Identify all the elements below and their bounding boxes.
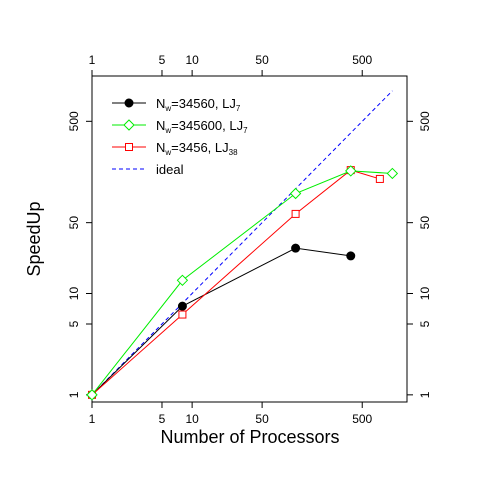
x-tick-label-bottom: 10 xyxy=(185,412,199,426)
legend-swatch-marker xyxy=(124,98,134,108)
data-point xyxy=(375,174,384,183)
data-point xyxy=(291,209,300,218)
x-tick-label-top: 50 xyxy=(255,53,269,67)
series-line xyxy=(91,90,393,396)
legend-entry: Nw=345600, LJ7 xyxy=(112,118,248,135)
y-tick-label-right: 10 xyxy=(418,287,432,301)
x-tick-label-bottom: 1 xyxy=(89,412,96,426)
data-point xyxy=(176,274,189,286)
data-point xyxy=(291,243,301,253)
series-layer xyxy=(86,90,399,401)
y-tick-label-left: 1 xyxy=(67,391,81,398)
y-tick-label-right: 5 xyxy=(418,320,432,327)
y-tick-label-left: 10 xyxy=(67,287,81,301)
series-line xyxy=(91,247,351,396)
x-tick-label-top: 500 xyxy=(352,53,372,67)
y-tick-label-right: 50 xyxy=(418,216,432,230)
legend-swatch-marker xyxy=(123,119,135,131)
series-0 xyxy=(87,243,356,400)
series-2 xyxy=(88,166,384,399)
y-tick-label-left: 5 xyxy=(67,320,81,327)
legend-swatch-marker xyxy=(125,143,133,151)
y-tick-label-right: 1 xyxy=(418,391,432,398)
series-line xyxy=(91,169,381,396)
y-tick-label-right: 500 xyxy=(418,111,432,131)
series-3 xyxy=(91,90,393,396)
y-tick-label-left: 50 xyxy=(67,216,81,230)
legend-label: ideal xyxy=(156,162,184,177)
data-point xyxy=(177,301,187,311)
data-point xyxy=(346,251,356,261)
legend-label: Nw=34560, LJ7 xyxy=(156,96,241,113)
data-point xyxy=(386,167,399,180)
y-axis-title: SpeedUp xyxy=(24,201,44,276)
legend-entry: ideal xyxy=(112,162,184,177)
x-tick-label-top: 10 xyxy=(185,53,199,67)
x-tick-label-bottom: 500 xyxy=(352,412,372,426)
x-axis-title: Number of Processors xyxy=(160,427,339,447)
data-point xyxy=(289,187,302,200)
legend-label: Nw=3456, LJ38 xyxy=(156,140,238,157)
plot-area-frame xyxy=(91,75,408,403)
legend-label: Nw=345600, LJ7 xyxy=(156,118,248,135)
data-point xyxy=(86,389,98,401)
ticks-layer: 1 1 5 5 10 10 50 50 500 500 1 1 5 5 10 10 50 50 500 500 xyxy=(67,53,432,426)
series-line xyxy=(91,170,393,396)
legend: Nw=34560, LJ7 Nw=345600, LJ7 Nw=3456, LJ38… xyxy=(112,96,248,177)
legend-entry: Nw=3456, LJ38 xyxy=(112,140,238,157)
legend-entry: Nw=34560, LJ7 xyxy=(112,96,241,113)
data-point xyxy=(178,310,187,319)
series-1 xyxy=(86,165,399,401)
y-tick-label-left: 500 xyxy=(67,111,81,131)
data-point xyxy=(345,165,357,177)
x-tick-label-bottom: 5 xyxy=(159,412,166,426)
x-tick-label-top: 1 xyxy=(89,53,96,67)
x-tick-label-bottom: 50 xyxy=(255,412,269,426)
x-tick-label-top: 5 xyxy=(159,53,166,67)
